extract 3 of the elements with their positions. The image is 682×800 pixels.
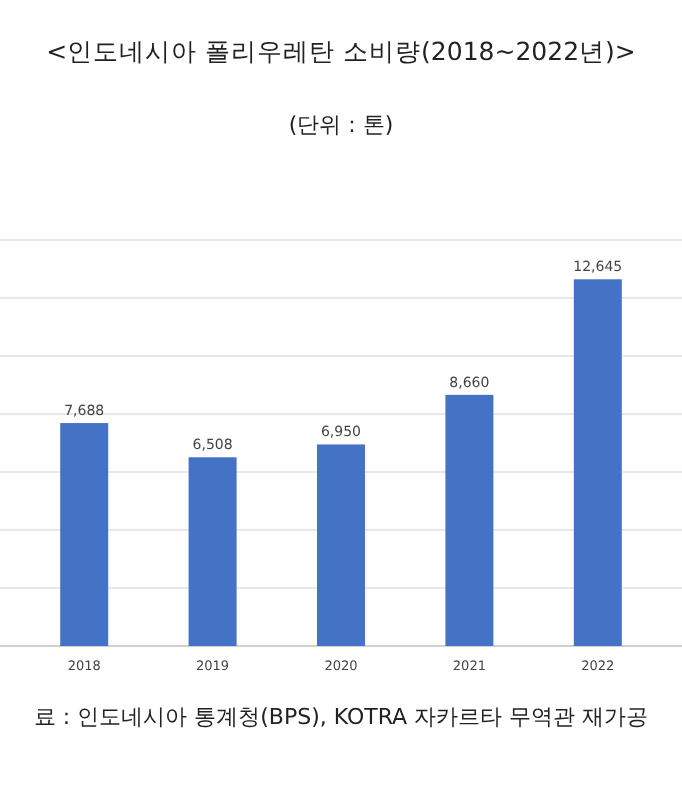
title: <인도네시아 폴리우레탄 소비량(2018~2022년)> [46,36,636,66]
annotation: 료 : 인도네시아 통계청(BPS), KOTRA 자카르타 무역관 재가공 [33,704,649,730]
subtitle: (단위 : 톤) [288,112,394,138]
